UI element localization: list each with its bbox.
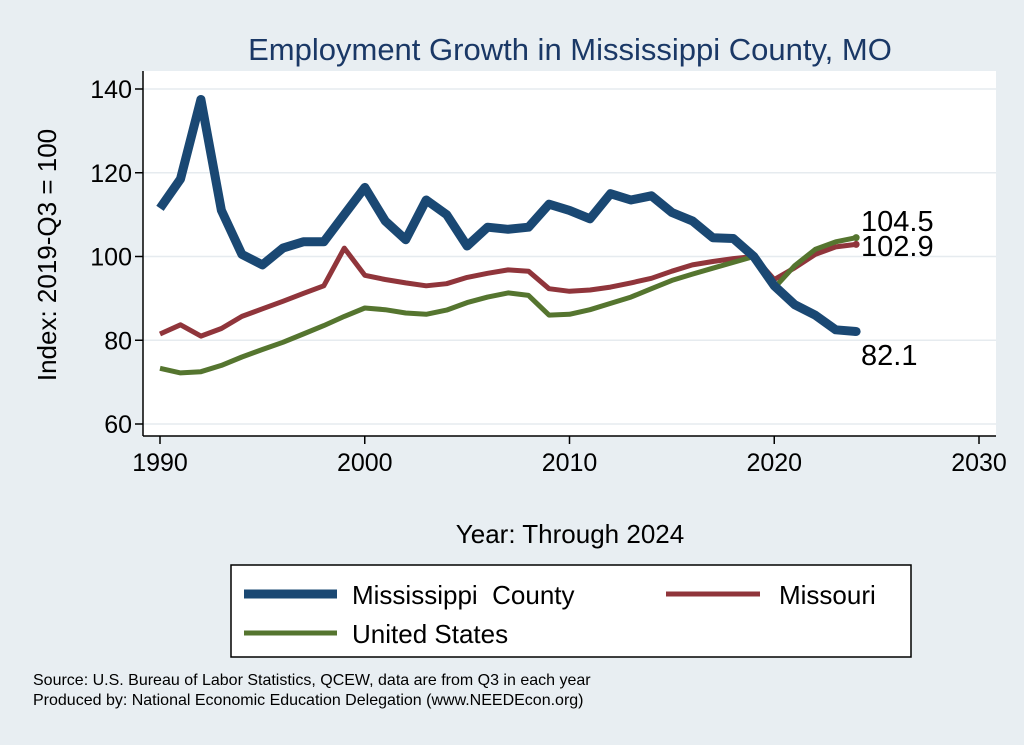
tick-label-x-2030: 2030 bbox=[951, 449, 1007, 477]
legend-label-united-states: United States bbox=[352, 619, 508, 649]
y-axis-label: Index: 2019-Q3 = 100 bbox=[32, 129, 62, 381]
tick-label-y-120: 120 bbox=[90, 160, 132, 188]
series-endpoint-missouri bbox=[852, 240, 860, 248]
tick-label-x-2010: 2010 bbox=[542, 449, 598, 477]
series-endpoint-united-states bbox=[852, 234, 860, 242]
tick-label-x-2000: 2000 bbox=[337, 449, 393, 477]
producer-note: Produced by: National Economic Education… bbox=[33, 692, 584, 709]
series-group bbox=[156, 95, 861, 376]
tick-label-x-2020: 2020 bbox=[746, 449, 802, 477]
tick-label-y-100: 100 bbox=[90, 244, 132, 272]
plot-area bbox=[143, 71, 996, 436]
tick-label-y-60: 60 bbox=[104, 411, 132, 439]
series-line-mississippi-county bbox=[156, 95, 857, 336]
end-label-united-states: 104.5 bbox=[861, 206, 934, 238]
series-line-united-states bbox=[159, 235, 857, 376]
legend-label-mississippi-county: Mississippi County bbox=[352, 580, 575, 610]
x-axis-label: Year: Through 2024 bbox=[456, 519, 684, 549]
tick-label-y-80: 80 bbox=[104, 327, 132, 355]
chart-title: Employment Growth in Mississippi County,… bbox=[248, 32, 892, 67]
legend-label-missouri: Missouri bbox=[779, 580, 876, 610]
end-label-mississippi-county: 82.1 bbox=[861, 340, 917, 372]
source-note: Source: U.S. Bureau of Labor Statistics,… bbox=[33, 672, 591, 689]
legend-box bbox=[230, 564, 912, 658]
series-endpoint-mississippi-county bbox=[851, 326, 861, 336]
tick-label-x-1990: 1990 bbox=[132, 449, 188, 477]
axes: 60 80 100 120 140 1990 2000 2010 2020 2030 bbox=[90, 71, 1007, 477]
tick-label-y-140: 140 bbox=[90, 76, 132, 104]
legend: Mississippi County Missouri United State… bbox=[230, 564, 912, 658]
end-label-missouri: 102.9 bbox=[861, 231, 934, 263]
